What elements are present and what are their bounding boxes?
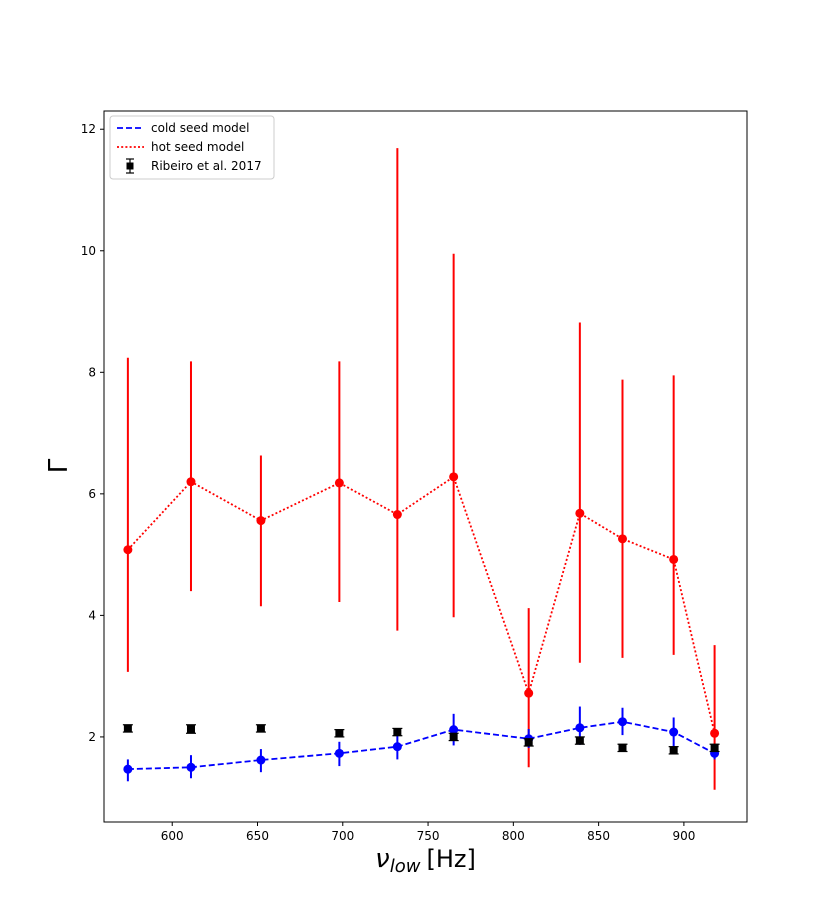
x-tick-label: 850 — [587, 829, 610, 843]
hot-point — [669, 554, 679, 564]
y-tick-label: 6 — [88, 487, 96, 501]
observed-point — [186, 725, 195, 734]
legend-box — [109, 115, 275, 180]
x-tick-label: 700 — [331, 829, 354, 843]
y-axis-label: Γ — [44, 458, 74, 473]
hot-point — [449, 472, 459, 482]
x-tick-label: 750 — [417, 829, 440, 843]
x-axis-ticks: 600 650 700 750 800 850 900 — [161, 822, 695, 843]
hot-point — [524, 688, 534, 698]
legend-obs-label: Ribeiro et al. 2017 — [151, 159, 262, 173]
cold-point — [256, 755, 266, 765]
cold-point — [449, 725, 459, 735]
y-axis-ticks: 2 4 6 8 10 12 — [81, 122, 104, 744]
series-cold — [123, 706, 720, 782]
observed-point — [618, 743, 627, 752]
series-layer — [122, 148, 720, 790]
hot-point — [123, 545, 133, 555]
hot-point — [186, 477, 196, 487]
hot-point — [575, 508, 585, 518]
observed-point — [393, 728, 402, 737]
legend-hot-label: hot seed model — [151, 140, 244, 154]
observed-point — [669, 746, 678, 755]
legend-cold-label: cold seed model — [151, 121, 250, 135]
cold-point — [123, 764, 133, 774]
cold-point — [334, 748, 344, 758]
plot-area — [104, 111, 747, 822]
cold-point — [392, 742, 402, 752]
series-hot — [123, 148, 720, 790]
y-tick-label: 2 — [88, 730, 96, 744]
x-axis-label: νlow [Hz] — [375, 844, 476, 877]
cold-point — [186, 762, 196, 772]
x-tick-label: 800 — [502, 829, 525, 843]
hot-point — [392, 510, 402, 520]
x-tick-label: 900 — [672, 829, 695, 843]
y-tick-label: 8 — [88, 365, 96, 379]
observed-point — [123, 724, 132, 733]
legend-obs-marker — [126, 162, 134, 170]
y-tick-label: 10 — [81, 244, 96, 258]
cold-point — [669, 727, 679, 737]
observed-point — [256, 724, 265, 733]
hot-point — [256, 516, 266, 526]
legend: cold seed model hot seed model Ribeiro e… — [109, 115, 275, 180]
series-observed — [122, 724, 720, 755]
cold-point — [617, 717, 627, 727]
x-axis-label-symbol: ν — [375, 844, 390, 874]
observed-point — [449, 732, 458, 741]
hot-point — [617, 534, 627, 544]
observed-point — [710, 743, 719, 752]
x-tick-label: 600 — [161, 829, 184, 843]
x-axis-label-unit: [Hz] — [426, 845, 475, 873]
x-axis-label-subscript: low — [390, 856, 421, 877]
hot-point — [334, 478, 344, 488]
y-tick-label: 12 — [81, 122, 96, 136]
observed-point — [335, 729, 344, 738]
cold-point — [575, 723, 585, 733]
observed-point — [524, 738, 533, 747]
hot-point — [710, 728, 720, 738]
plot-frame — [103, 110, 748, 823]
y-tick-label: 4 — [88, 608, 96, 622]
x-tick-label: 650 — [246, 829, 269, 843]
observed-point — [575, 736, 584, 745]
